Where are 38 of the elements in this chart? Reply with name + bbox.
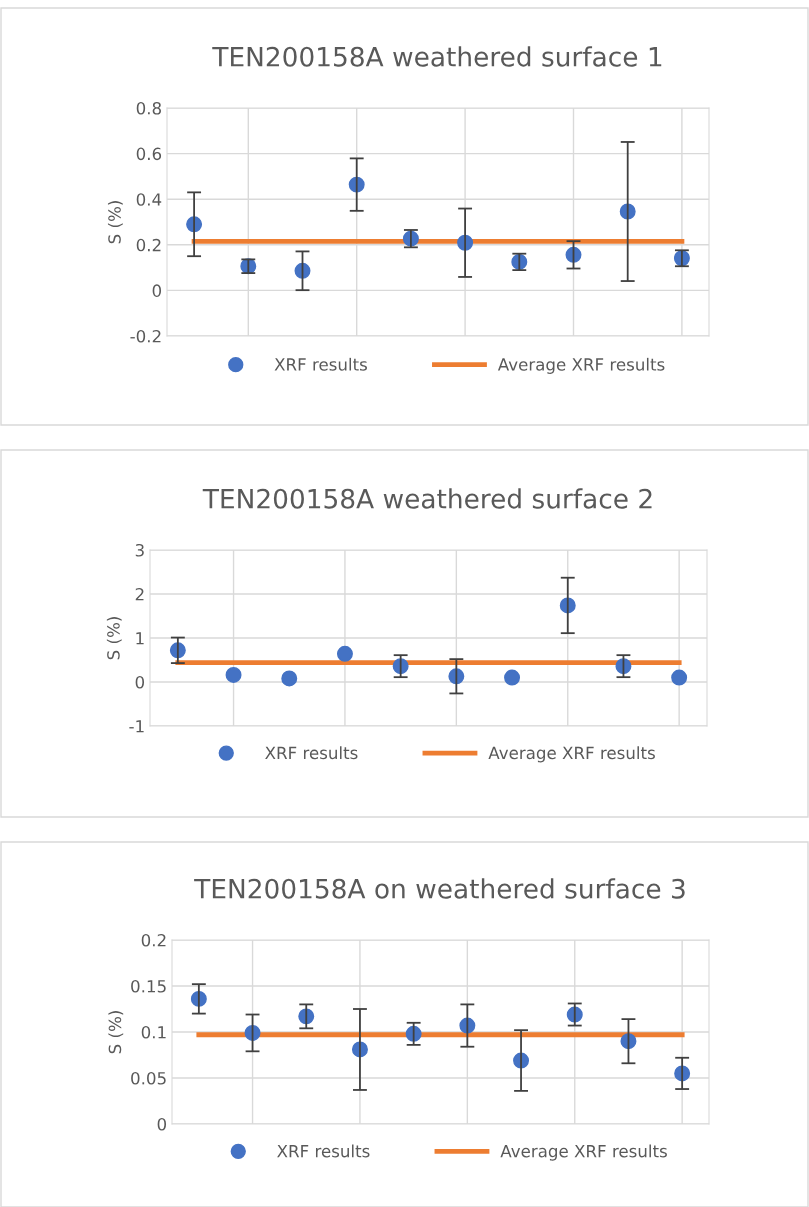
y-tick-label: 0.2	[141, 933, 166, 947]
y-tick-label: 0	[152, 284, 162, 297]
y-tick-label: 0.1	[141, 1025, 166, 1039]
point	[281, 670, 298, 687]
y-tick-label: 0.2	[136, 238, 161, 252]
point	[336, 645, 353, 662]
y-tick-label: 2	[135, 587, 144, 601]
y-tick-label: 0.4	[136, 193, 162, 206]
y-tick-label: 1	[136, 632, 144, 645]
y-tick-label: 0.15	[131, 979, 166, 993]
y-tick-label: 0.8	[136, 101, 161, 115]
y-tick-label: 0	[157, 1117, 167, 1131]
point	[294, 262, 311, 279]
y-axis-title: S (%)	[107, 201, 123, 244]
y-tick-label: 0.6	[136, 147, 162, 161]
y-tick-label: -1	[129, 720, 144, 733]
legend-label: Average XRF results	[500, 1144, 667, 1161]
legend-label: XRF results	[274, 357, 367, 371]
point	[244, 1024, 261, 1041]
y-axis-title: S (%)	[106, 617, 122, 660]
point	[504, 669, 521, 686]
point	[225, 666, 242, 683]
chart-title: TEN200158A weathered surface 2	[202, 488, 652, 509]
legend-label: XRF results	[265, 746, 358, 760]
point	[615, 658, 632, 675]
legend-label: Average XRF results	[488, 746, 655, 763]
y-tick-label: 0.05	[131, 1071, 166, 1085]
y-axis-title: S (%)	[108, 1011, 124, 1054]
point	[565, 246, 582, 263]
y-tick-label: 0	[135, 675, 145, 689]
chart-title: TEN200158A on weathered surface 3	[194, 878, 685, 899]
y-tick-label: -0.2	[130, 329, 161, 343]
point	[620, 1033, 637, 1050]
point	[671, 669, 688, 686]
y-tick-label: 3	[135, 543, 144, 557]
chart-title: TEN200158A weathered surface 1	[212, 46, 662, 67]
legend-label: Average XRF results	[497, 357, 665, 374]
legend-label: XRF results	[277, 1144, 370, 1158]
